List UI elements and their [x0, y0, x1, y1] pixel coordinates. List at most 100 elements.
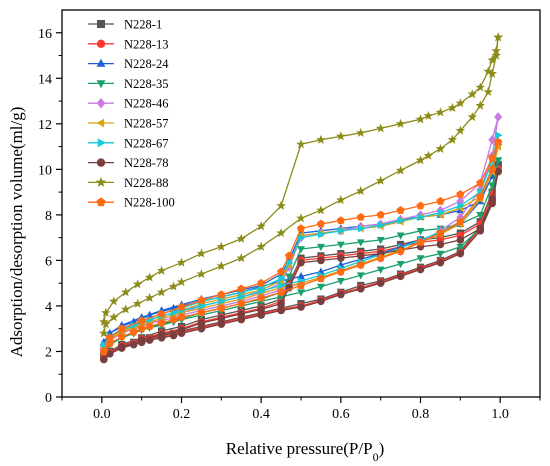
legend-label: N228-13 — [124, 37, 168, 51]
data-point-N228-67-desorption — [100, 340, 109, 349]
data-point-N228-100-adsorption — [257, 293, 266, 302]
data-point-N228-78-desorption — [157, 330, 166, 339]
data-point-N228-88-adsorption — [423, 150, 434, 160]
x-tick-label: 0.4 — [252, 407, 270, 422]
data-point-N228-100-desorption — [476, 178, 485, 187]
x-tick-label: 0.0 — [93, 407, 111, 422]
data-point-N228-67-desorption — [377, 221, 385, 230]
x-tick-label: 0.2 — [173, 407, 191, 422]
legend-entry-N228-1: N228-1 — [88, 18, 162, 32]
legend: N228-1 N228-13 N228-24 N228-35 N228-46 N228-5… — [80, 12, 190, 212]
data-point-N228-100-desorption — [396, 206, 405, 214]
data-point-N228-100-desorption — [336, 216, 345, 225]
x-tick-label: 0.6 — [332, 407, 350, 422]
legend-marker — [96, 158, 106, 167]
plot-area — [99, 32, 503, 364]
data-point-N228-78-adsorption — [237, 315, 246, 324]
x-tick-label: 1.0 — [491, 407, 509, 422]
data-point-N228-88-adsorption — [120, 304, 131, 314]
data-point-N228-88-desorption — [467, 89, 478, 99]
data-point-N228-67-adsorption — [146, 315, 154, 324]
data-point-N228-78-desorption — [297, 258, 305, 267]
data-point-N228-100-desorption — [416, 201, 425, 210]
data-point-N228-100-desorption — [316, 219, 326, 228]
data-point-N228-35-desorption — [396, 232, 405, 240]
data-point-N228-67-desorption — [495, 131, 503, 140]
data-point-N228-78-desorption — [356, 252, 365, 260]
data-point-N228-35-desorption — [488, 182, 497, 190]
data-point-N228-88-adsorption — [467, 111, 478, 122]
data-point-N228-88-desorption — [99, 316, 109, 326]
data-point-N228-100-desorption — [157, 309, 166, 318]
data-point-N228-88-desorption — [176, 257, 187, 267]
data-point-N228-78-adsorption — [416, 265, 425, 274]
data-point-N228-88-adsorption — [355, 185, 366, 196]
data-point-N228-88-adsorption — [447, 134, 458, 144]
data-point-N228-78-desorption — [494, 167, 502, 176]
data-point-N228-88-adsorption — [256, 241, 266, 251]
data-point-N228-88-desorption — [455, 98, 466, 108]
y-tick-label: 16 — [38, 27, 52, 42]
data-point-N228-88-desorption — [336, 131, 346, 141]
data-point-N228-78-desorption — [137, 336, 146, 344]
legend-entry-N228-67: N228-67 — [88, 136, 168, 150]
legend-label: N228-1 — [124, 18, 162, 32]
data-point-N228-67-desorption — [417, 213, 425, 222]
data-point-N228-35-desorption — [376, 237, 385, 245]
data-point-N228-78-desorption — [177, 326, 186, 334]
legend-marker — [96, 58, 106, 67]
data-point-N228-100-desorption — [296, 224, 306, 233]
data-point-N228-88-desorption — [156, 265, 167, 275]
data-point-N228-100-adsorption — [117, 332, 126, 341]
data-point-N228-100-adsorption — [436, 228, 445, 237]
series-N228-88 — [99, 32, 503, 338]
data-point-N228-24-adsorption — [297, 272, 305, 280]
y-tick-label: 2 — [45, 345, 52, 360]
data-point-N228-78-desorption — [277, 299, 285, 308]
y-tick-label: 0 — [45, 391, 52, 406]
data-point-N228-78-adsorption — [337, 290, 345, 299]
data-point-N228-88-adsorption — [156, 287, 167, 297]
data-point-N228-88-desorption — [120, 287, 131, 297]
data-point-N228-67-adsorption — [130, 321, 139, 330]
data-point-N228-78-desorption — [436, 240, 445, 249]
legend-label: N228-88 — [124, 176, 168, 190]
data-point-N228-100-adsorption — [137, 324, 146, 333]
data-point-N228-100-adsorption — [356, 260, 365, 269]
data-point-N228-100-adsorption — [416, 237, 425, 246]
data-point-N228-67-desorption — [437, 208, 445, 217]
legend-label: N228-57 — [124, 117, 168, 131]
data-point-N228-100-desorption — [494, 137, 503, 146]
data-point-N228-88-adsorption — [236, 253, 247, 263]
data-point-N228-78-desorption — [100, 355, 108, 364]
data-point-N228-88-adsorption — [216, 261, 227, 271]
data-point-N228-67-desorption — [298, 233, 306, 242]
data-point-N228-46-desorption — [488, 135, 497, 145]
legend-label: N228-67 — [124, 136, 168, 150]
y-tick-label: 8 — [45, 209, 52, 224]
data-point-N228-100-adsorption — [316, 274, 326, 283]
data-point-N228-100-desorption — [177, 302, 186, 311]
data-point-N228-100-adsorption — [376, 253, 385, 262]
data-point-N228-100-desorption — [137, 316, 146, 325]
data-point-N228-88-adsorption — [336, 195, 346, 205]
data-point-N228-35-desorption — [356, 239, 365, 247]
data-point-N228-88-adsorption — [487, 68, 497, 78]
data-point-N228-100-adsorption — [476, 192, 485, 201]
data-point-N228-67-desorption — [357, 224, 366, 233]
legend-entry-N228-88: N228-88 — [88, 176, 168, 190]
data-point-N228-100-adsorption — [217, 303, 226, 312]
data-point-N228-88-desorption — [296, 139, 306, 149]
x-axis-title-tail: ) — [379, 439, 385, 458]
data-point-N228-35-adsorption — [416, 255, 425, 263]
data-point-N228-78-adsorption — [317, 297, 325, 306]
y-tick-label: 14 — [38, 72, 52, 87]
data-point-N228-78-adsorption — [376, 279, 385, 287]
data-point-N228-78-adsorption — [356, 285, 365, 293]
data-point-N228-35-desorption — [416, 227, 425, 236]
data-point-N228-78-desorption — [317, 256, 325, 265]
legend-label: N228-100 — [124, 196, 175, 210]
data-point-N228-88-desorption — [216, 241, 227, 251]
data-point-N228-88-desorption — [196, 248, 207, 258]
data-point-N228-78-desorption — [337, 254, 345, 262]
